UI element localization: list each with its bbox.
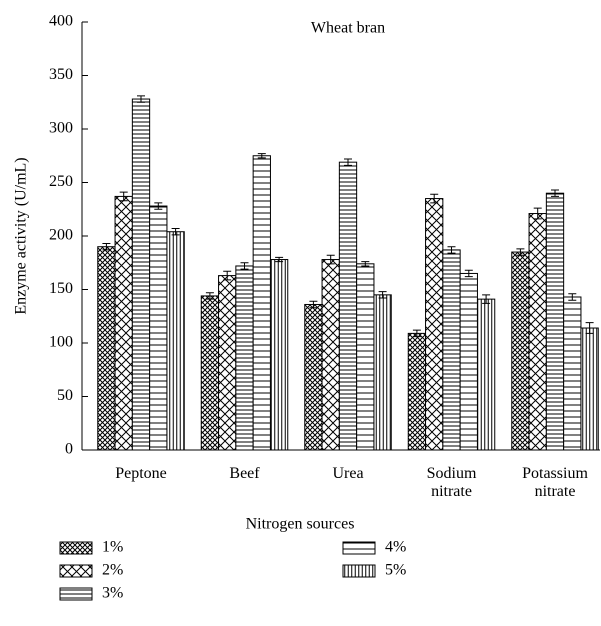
error-bar bbox=[482, 294, 491, 304]
error-bar bbox=[223, 270, 232, 281]
error-bar bbox=[585, 322, 594, 334]
error-bar bbox=[516, 248, 525, 256]
error-bar bbox=[568, 293, 577, 301]
y-tick-label: 300 bbox=[49, 120, 73, 137]
error-bar bbox=[154, 202, 163, 210]
bar bbox=[442, 249, 461, 451]
legend-swatch bbox=[59, 541, 93, 555]
y-axis-label: Enzyme activity (U/mL) bbox=[13, 157, 30, 314]
y-tick-label: 400 bbox=[49, 13, 73, 30]
bar bbox=[356, 263, 375, 451]
legend-swatch bbox=[59, 564, 93, 578]
error-bar bbox=[205, 292, 214, 300]
bar bbox=[218, 275, 237, 451]
error-bar bbox=[326, 254, 335, 265]
error-bar bbox=[275, 256, 284, 263]
bar bbox=[114, 195, 133, 451]
legend-swatch bbox=[59, 587, 93, 601]
y-tick-label: 250 bbox=[49, 173, 73, 190]
x-axis-label: Nitrogen sources bbox=[246, 516, 355, 533]
x-tick-label: Beef bbox=[229, 465, 260, 482]
error-bar bbox=[447, 246, 456, 254]
bar bbox=[97, 246, 116, 451]
error-bar bbox=[361, 261, 370, 267]
x-tick-label: Urea bbox=[332, 465, 363, 482]
error-bar bbox=[309, 300, 318, 309]
bar bbox=[166, 231, 185, 451]
bar bbox=[131, 98, 151, 451]
bar bbox=[252, 155, 271, 451]
bar bbox=[511, 251, 530, 451]
error-bar bbox=[533, 207, 542, 220]
bar bbox=[476, 298, 496, 451]
y-tick-label: 150 bbox=[49, 280, 73, 297]
y-tick-label: 50 bbox=[57, 387, 73, 404]
bar bbox=[338, 161, 358, 451]
error-bar bbox=[102, 242, 111, 251]
bar bbox=[563, 296, 582, 451]
legend-swatch bbox=[342, 564, 376, 578]
bar bbox=[269, 259, 289, 451]
x-tick-label: Peptone bbox=[115, 465, 167, 482]
legend-label: 2% bbox=[102, 562, 123, 579]
error-bar bbox=[257, 153, 266, 159]
error-bar bbox=[137, 95, 145, 103]
error-bar bbox=[171, 228, 180, 236]
y-tick-label: 350 bbox=[49, 66, 73, 83]
bar bbox=[149, 205, 168, 451]
bar bbox=[373, 294, 392, 451]
legend-swatch bbox=[342, 541, 376, 555]
legend-label: 3% bbox=[102, 585, 123, 602]
bar bbox=[321, 259, 340, 451]
bar bbox=[580, 327, 599, 451]
error-bar bbox=[430, 193, 439, 204]
bar bbox=[235, 265, 254, 451]
bar bbox=[304, 303, 323, 451]
error-bar bbox=[551, 189, 559, 197]
chart-title: Wheat bran bbox=[311, 20, 385, 37]
error-bar bbox=[464, 269, 473, 278]
bar bbox=[425, 198, 444, 451]
y-tick-label: 200 bbox=[49, 227, 73, 244]
bar bbox=[459, 272, 478, 451]
bar bbox=[545, 192, 565, 451]
bar bbox=[200, 295, 220, 451]
error-bar bbox=[378, 291, 387, 299]
error-bar bbox=[240, 262, 249, 270]
bar bbox=[407, 332, 427, 451]
x-tick-label: Sodium nitrate bbox=[427, 465, 477, 500]
error-bar bbox=[119, 191, 128, 202]
legend-label: 1% bbox=[102, 539, 123, 556]
error-bar bbox=[412, 329, 421, 338]
legend-label: 5% bbox=[385, 562, 406, 579]
x-tick-label: Potassium nitrate bbox=[522, 465, 588, 500]
bar bbox=[528, 213, 547, 451]
legend-label: 4% bbox=[385, 539, 406, 556]
y-tick-label: 100 bbox=[49, 334, 73, 351]
error-bar bbox=[344, 158, 352, 166]
y-tick-label: 0 bbox=[65, 441, 73, 458]
